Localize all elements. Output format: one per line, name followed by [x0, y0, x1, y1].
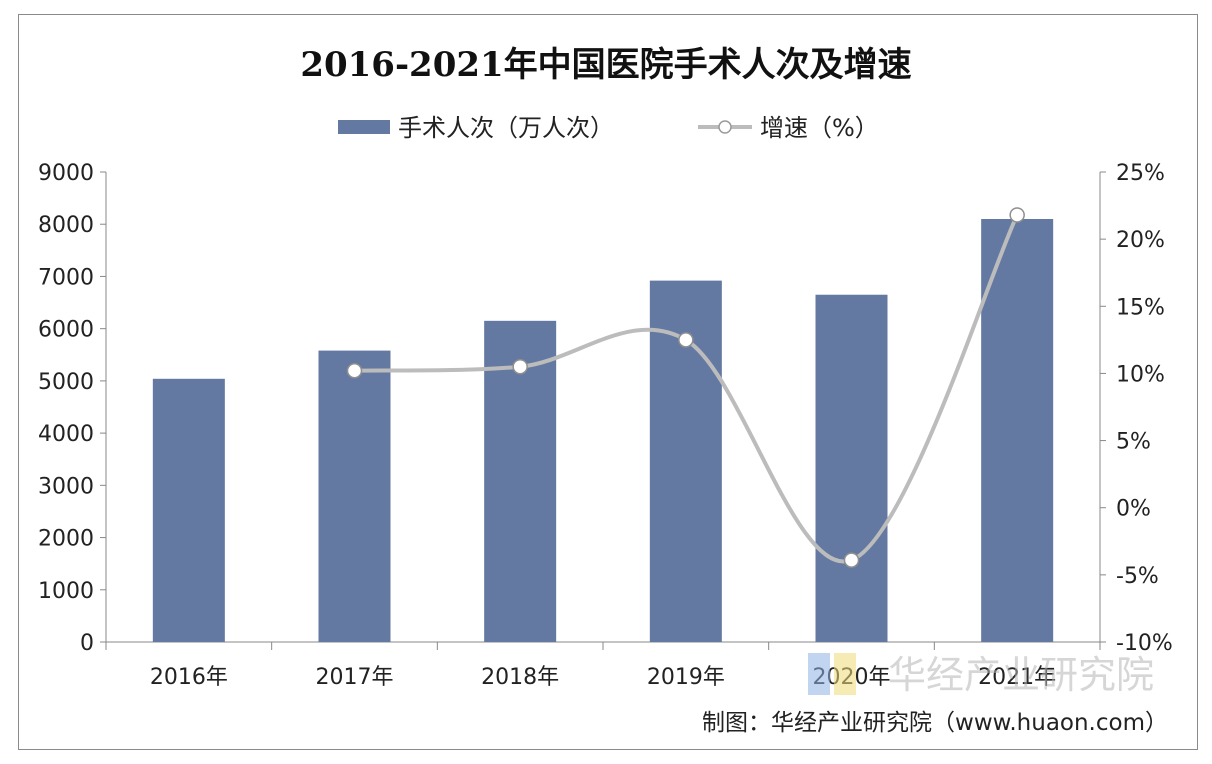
growth-point	[678, 332, 694, 348]
line-series	[346, 207, 1025, 568]
watermark-logo-blue	[808, 653, 830, 695]
x-tick-label: 2016年	[150, 665, 228, 690]
y-left-tick-label: 6000	[38, 318, 94, 343]
y-left-tick-label: 3000	[38, 474, 94, 499]
y-right-tick-label: -10%	[1116, 631, 1173, 656]
growth-point	[843, 552, 860, 568]
x-tick-label: 2019年	[647, 665, 725, 690]
source-note: 制图：华经产业研究院（www.huaon.com）	[702, 710, 1168, 736]
watermark-text: 华经产业研究院	[888, 653, 1154, 697]
x-tick-label: 2018年	[481, 665, 559, 690]
y-left-tick-label: 4000	[38, 422, 94, 447]
y-left-tick-label: 9000	[38, 161, 94, 186]
legend: 手术人次（万人次） 增速（%）	[338, 114, 879, 142]
growth-line	[354, 214, 1019, 564]
bar	[318, 350, 391, 642]
y-right-tick-label: 25%	[1116, 161, 1165, 186]
y-right-tick-label: 15%	[1116, 295, 1165, 320]
bar	[152, 378, 225, 642]
bar	[815, 294, 888, 642]
y-right-tick-label: -5%	[1116, 564, 1159, 589]
y-left-tick-label: 2000	[38, 527, 94, 552]
legend-bar-swatch	[338, 120, 390, 134]
legend-line-marker	[718, 120, 732, 134]
y-right-tick-label: 20%	[1116, 228, 1165, 253]
axes: 0 1000 2000 3000 4000 5000 6000 7000 8000 9000 -10…	[38, 161, 1173, 656]
chart-title: 2016-2021年中国医院手术人次及增速	[300, 45, 911, 85]
x-tick-label: 2021年	[978, 665, 1056, 690]
growth-point	[512, 358, 528, 375]
legend-line-label: 增速（%）	[760, 114, 879, 142]
y-right-tick-label: 10%	[1116, 362, 1165, 387]
watermark: 华经产业研究院	[808, 653, 1154, 697]
bar	[981, 219, 1054, 642]
y-left-tick-label: 5000	[38, 370, 94, 395]
y-left-tick-label: 7000	[38, 265, 94, 290]
y-left-tick-label: 8000	[38, 213, 94, 238]
y-left-tick-label: 0	[80, 631, 94, 656]
growth-point	[1009, 207, 1025, 223]
watermark-logo-yellow	[834, 653, 856, 695]
bar-series	[152, 219, 1054, 642]
x-tick-label: 2017年	[316, 665, 394, 690]
y-right-tick-label: 0%	[1116, 497, 1151, 522]
growth-point	[346, 362, 363, 379]
y-left-tick-label: 1000	[38, 579, 94, 604]
legend-bar-label: 手术人次（万人次）	[398, 114, 614, 142]
y-right-tick-label: 5%	[1116, 430, 1151, 455]
